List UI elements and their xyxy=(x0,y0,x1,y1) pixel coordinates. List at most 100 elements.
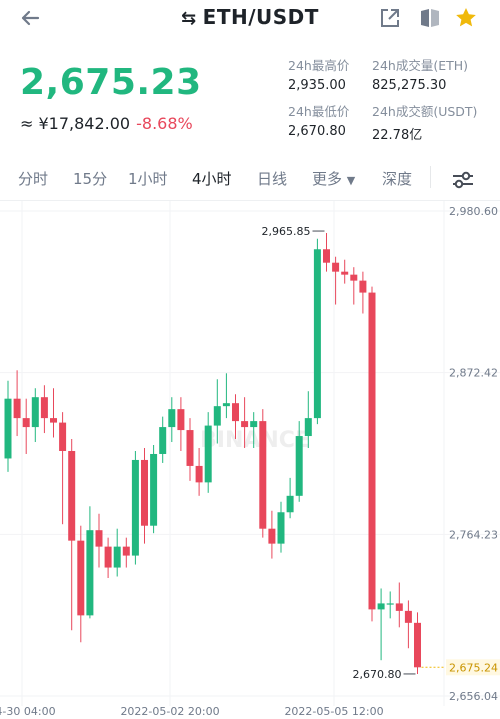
candle-body xyxy=(186,430,194,466)
tab-timeline[interactable]: 分时 xyxy=(18,170,49,188)
tab-divider xyxy=(430,166,431,188)
candle-body xyxy=(13,398,21,419)
stat-low-label: 24h最低价 xyxy=(288,104,350,119)
candle-body xyxy=(277,512,285,544)
candle-body xyxy=(31,397,39,428)
candle-body xyxy=(332,262,340,272)
tab-daily[interactable]: 日线 xyxy=(257,170,288,188)
tab-depth[interactable]: 深度 xyxy=(382,170,413,188)
candle-body xyxy=(259,421,267,529)
last-price-tag xyxy=(446,659,500,676)
stat-vol-eth: 24h成交量(ETH) 825,275.30 xyxy=(372,55,468,93)
candle-body xyxy=(250,421,258,428)
stat-low: 24h最低价 2,670.80 xyxy=(288,101,349,139)
pair-label: ETH/USDT xyxy=(202,5,319,29)
interval-tabs: 分时 15分 1小时 4小时 日线 更多 ▼ 深度 xyxy=(0,162,500,196)
back-arrow-icon[interactable] xyxy=(18,6,46,30)
last-price-label: 2,675.24 xyxy=(449,661,498,674)
x-tick-label: 04-30 04:00 xyxy=(0,705,56,718)
pair-title[interactable]: ⇆ ETH/USDT xyxy=(0,5,500,29)
y-axis: 2,980.60 2,872.42 2,764.23 2,656.04 xyxy=(449,205,498,703)
candle-body xyxy=(150,453,158,526)
y-tick-label: 2,764.23 xyxy=(449,528,498,541)
candle-body xyxy=(232,403,239,422)
candle-body xyxy=(414,622,421,668)
candle-body xyxy=(86,530,94,616)
y-tick-label: 2,980.60 xyxy=(449,205,498,218)
candle-body xyxy=(177,409,185,431)
candle-body xyxy=(395,603,403,611)
share-icon[interactable] xyxy=(378,6,402,30)
x-tick-label: 2022-05-05 12:00 xyxy=(284,705,383,718)
candle-body xyxy=(323,249,330,263)
candle-body xyxy=(313,249,321,419)
candle-body xyxy=(50,418,57,423)
stat-high: 24h最高价 2,935.00 xyxy=(288,55,349,93)
stat-high-label: 24h最高价 xyxy=(288,58,350,73)
candle-body xyxy=(268,528,276,544)
candle-body xyxy=(40,397,48,419)
top-bar: ⇆ ETH/USDT xyxy=(0,0,500,40)
stat-vol-usdt-value: 22.78亿 xyxy=(372,128,423,143)
stat-vol-usdt: 24h成交额(USDT) 22.78亿 xyxy=(372,101,477,143)
stat-high-value: 2,935.00 xyxy=(288,78,346,93)
candle-body xyxy=(286,495,294,513)
tab-15m[interactable]: 15分 xyxy=(73,170,108,188)
star-icon[interactable] xyxy=(454,6,478,30)
candle-body xyxy=(241,421,249,428)
change-percent: -8.68% xyxy=(136,114,193,133)
tab-more[interactable]: 更多 ▼ xyxy=(312,168,355,189)
chart-overlay: 2,965.85 2,670.80 2,675.24 xyxy=(262,225,500,681)
candle-body xyxy=(95,530,103,547)
candle-body xyxy=(404,610,412,623)
candle-body xyxy=(159,427,167,454)
stat-vol-eth-label: 24h成交量(ETH) xyxy=(372,58,469,73)
candle-body xyxy=(350,274,358,281)
candle-body xyxy=(68,450,76,541)
chart-watermark: BINANCE xyxy=(200,428,310,453)
y-tick-label: 2,872.42 xyxy=(449,367,498,380)
candle-body xyxy=(113,546,121,568)
x-axis: 04-30 04:00 2022-05-02 20:00 2022-05-05 12… xyxy=(0,705,384,718)
indicator-settings-icon[interactable] xyxy=(450,168,476,192)
tab-1h[interactable]: 1小时 xyxy=(128,170,168,188)
candle-body xyxy=(204,425,212,483)
cny-price: ≈ ¥17,842.00 xyxy=(20,114,131,133)
bookmark-icon[interactable] xyxy=(418,6,442,30)
candle-body xyxy=(195,465,203,483)
candle-body xyxy=(104,546,112,568)
candle-body xyxy=(295,436,303,496)
candle-body xyxy=(77,540,85,616)
candle-body xyxy=(368,292,376,610)
candle-body xyxy=(168,409,176,428)
tab-4h[interactable]: 4小时 xyxy=(192,170,232,188)
candle-body xyxy=(304,418,312,437)
candle-body xyxy=(222,403,230,407)
candle-body xyxy=(22,418,30,428)
candle-body xyxy=(377,603,385,610)
candle-body xyxy=(386,603,394,605)
candle-body xyxy=(131,459,139,556)
stat-low-value: 2,670.80 xyxy=(288,124,346,139)
swap-icon: ⇆ xyxy=(181,8,197,29)
candle-body xyxy=(141,459,148,526)
candles xyxy=(4,233,421,674)
candle-body xyxy=(341,271,349,275)
chart-grid xyxy=(0,201,500,706)
stat-vol-eth-value: 825,275.30 xyxy=(372,78,447,93)
candle-body xyxy=(359,280,367,293)
price-sub: ≈ ¥17,842.00 -8.68% xyxy=(20,114,193,133)
caret-down-icon: ▼ xyxy=(346,174,356,187)
min-price-label: 2,670.80 xyxy=(353,668,402,681)
candle-body xyxy=(213,406,221,426)
candle-body xyxy=(59,422,67,451)
stat-vol-usdt-label: 24h成交额(USDT) xyxy=(372,104,478,119)
y-tick-label: 2,656.04 xyxy=(449,690,498,703)
candle-body xyxy=(122,546,130,556)
tab-more-label: 更多 xyxy=(312,170,343,188)
candlestick-chart[interactable]: BINANCE 2,965.85 2,670.80 2,675.24 2,980.6… xyxy=(0,201,500,719)
max-price-label: 2,965.85 xyxy=(262,225,311,238)
x-tick-label: 2022-05-02 20:00 xyxy=(120,705,219,718)
section-divider xyxy=(0,200,500,201)
candle-body xyxy=(4,398,12,459)
